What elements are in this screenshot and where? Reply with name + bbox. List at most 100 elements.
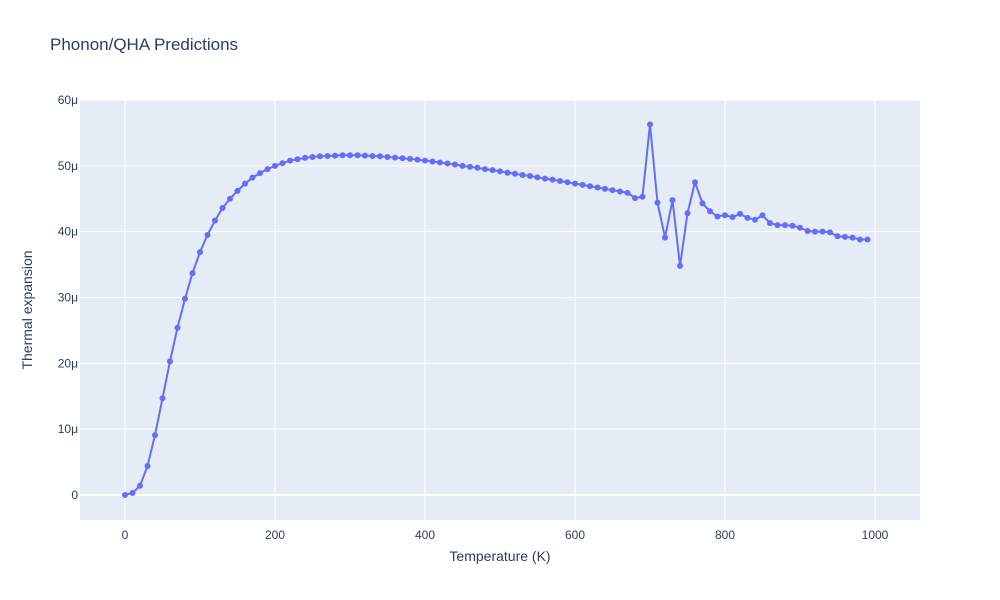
data-point[interactable] (429, 158, 436, 165)
data-point[interactable] (137, 482, 143, 489)
data-point[interactable] (774, 222, 781, 229)
data-point[interactable] (482, 166, 488, 173)
data-point[interactable] (452, 161, 458, 168)
data-point[interactable] (384, 153, 391, 160)
data-point[interactable] (152, 432, 158, 439)
data-point[interactable] (534, 174, 541, 181)
data-point[interactable] (294, 156, 301, 163)
data-point[interactable] (594, 184, 601, 191)
data-point[interactable] (744, 214, 751, 221)
data-point[interactable] (512, 170, 518, 177)
data-point[interactable] (422, 157, 428, 164)
data-point[interactable] (527, 173, 533, 180)
data-point[interactable] (377, 153, 383, 160)
data-point[interactable] (144, 463, 151, 470)
data-point[interactable] (129, 490, 136, 497)
data-point[interactable] (834, 233, 841, 240)
data-point[interactable] (677, 262, 683, 269)
data-point[interactable] (722, 212, 728, 219)
data-point[interactable] (819, 228, 826, 235)
data-point[interactable] (459, 162, 466, 169)
data-point[interactable] (249, 174, 256, 181)
data-point[interactable] (242, 180, 248, 187)
data-point[interactable] (692, 179, 698, 186)
data-point[interactable] (609, 187, 616, 194)
data-point[interactable] (632, 195, 638, 202)
data-point[interactable] (302, 154, 308, 161)
data-point[interactable] (759, 212, 766, 219)
data-point[interactable] (782, 222, 788, 229)
data-point[interactable] (669, 197, 676, 204)
data-point[interactable] (279, 160, 286, 167)
data-point[interactable] (542, 175, 548, 182)
data-point[interactable] (489, 167, 496, 174)
data-point[interactable] (332, 152, 338, 159)
data-point[interactable] (324, 152, 331, 159)
data-point[interactable] (729, 214, 736, 221)
data-point[interactable] (309, 153, 316, 160)
data-point[interactable] (287, 157, 293, 164)
data-point[interactable] (654, 199, 661, 206)
data-point[interactable] (864, 236, 871, 243)
data-point[interactable] (699, 200, 706, 207)
data-point[interactable] (392, 154, 398, 161)
data-point[interactable] (219, 204, 226, 211)
data-point[interactable] (789, 222, 796, 229)
data-point[interactable] (804, 228, 811, 235)
data-point[interactable] (602, 185, 608, 192)
data-point[interactable] (752, 216, 758, 223)
data-point[interactable] (812, 228, 818, 235)
data-point[interactable] (497, 168, 503, 175)
data-point[interactable] (662, 234, 668, 241)
data-point[interactable] (467, 163, 473, 170)
data-point[interactable] (227, 195, 233, 202)
data-point[interactable] (437, 159, 443, 166)
data-point[interactable] (204, 231, 211, 238)
data-point[interactable] (167, 358, 173, 365)
data-point[interactable] (347, 152, 353, 159)
data-point[interactable] (587, 183, 593, 190)
data-point[interactable] (174, 324, 181, 331)
data-point[interactable] (564, 179, 571, 186)
data-point[interactable] (272, 162, 278, 169)
data-point[interactable] (189, 270, 196, 277)
data-point[interactable] (579, 181, 586, 188)
data-point[interactable] (159, 395, 166, 402)
data-point[interactable] (849, 234, 856, 241)
data-point[interactable] (369, 152, 376, 159)
data-point[interactable] (444, 160, 451, 167)
data-point[interactable] (182, 295, 188, 302)
data-point[interactable] (647, 121, 653, 128)
data-point[interactable] (474, 164, 481, 171)
data-point[interactable] (122, 491, 128, 498)
data-point[interactable] (714, 213, 721, 220)
data-point[interactable] (707, 208, 713, 215)
data-point[interactable] (617, 188, 623, 195)
data-point[interactable] (549, 176, 556, 183)
data-point[interactable] (407, 155, 413, 162)
data-point[interactable] (842, 233, 848, 240)
data-point[interactable] (797, 224, 803, 231)
data-point[interactable] (212, 217, 218, 224)
data-point[interactable] (234, 187, 241, 194)
data-point[interactable] (519, 172, 526, 179)
data-point[interactable] (827, 229, 833, 236)
data-point[interactable] (504, 169, 511, 176)
data-point[interactable] (572, 180, 578, 187)
data-point[interactable] (414, 156, 421, 163)
data-point[interactable] (257, 170, 263, 177)
data-point[interactable] (362, 152, 368, 159)
data-point[interactable] (317, 153, 323, 160)
data-point[interactable] (737, 210, 743, 217)
data-point[interactable] (339, 152, 346, 159)
data-point[interactable] (624, 189, 631, 196)
data-point[interactable] (399, 155, 406, 162)
data-point[interactable] (767, 220, 773, 227)
data-point[interactable] (264, 166, 271, 173)
data-point[interactable] (684, 210, 691, 217)
data-point[interactable] (857, 236, 863, 243)
data-point[interactable] (354, 152, 361, 159)
data-point[interactable] (639, 193, 646, 200)
data-point[interactable] (197, 249, 203, 256)
data-point[interactable] (557, 177, 563, 184)
